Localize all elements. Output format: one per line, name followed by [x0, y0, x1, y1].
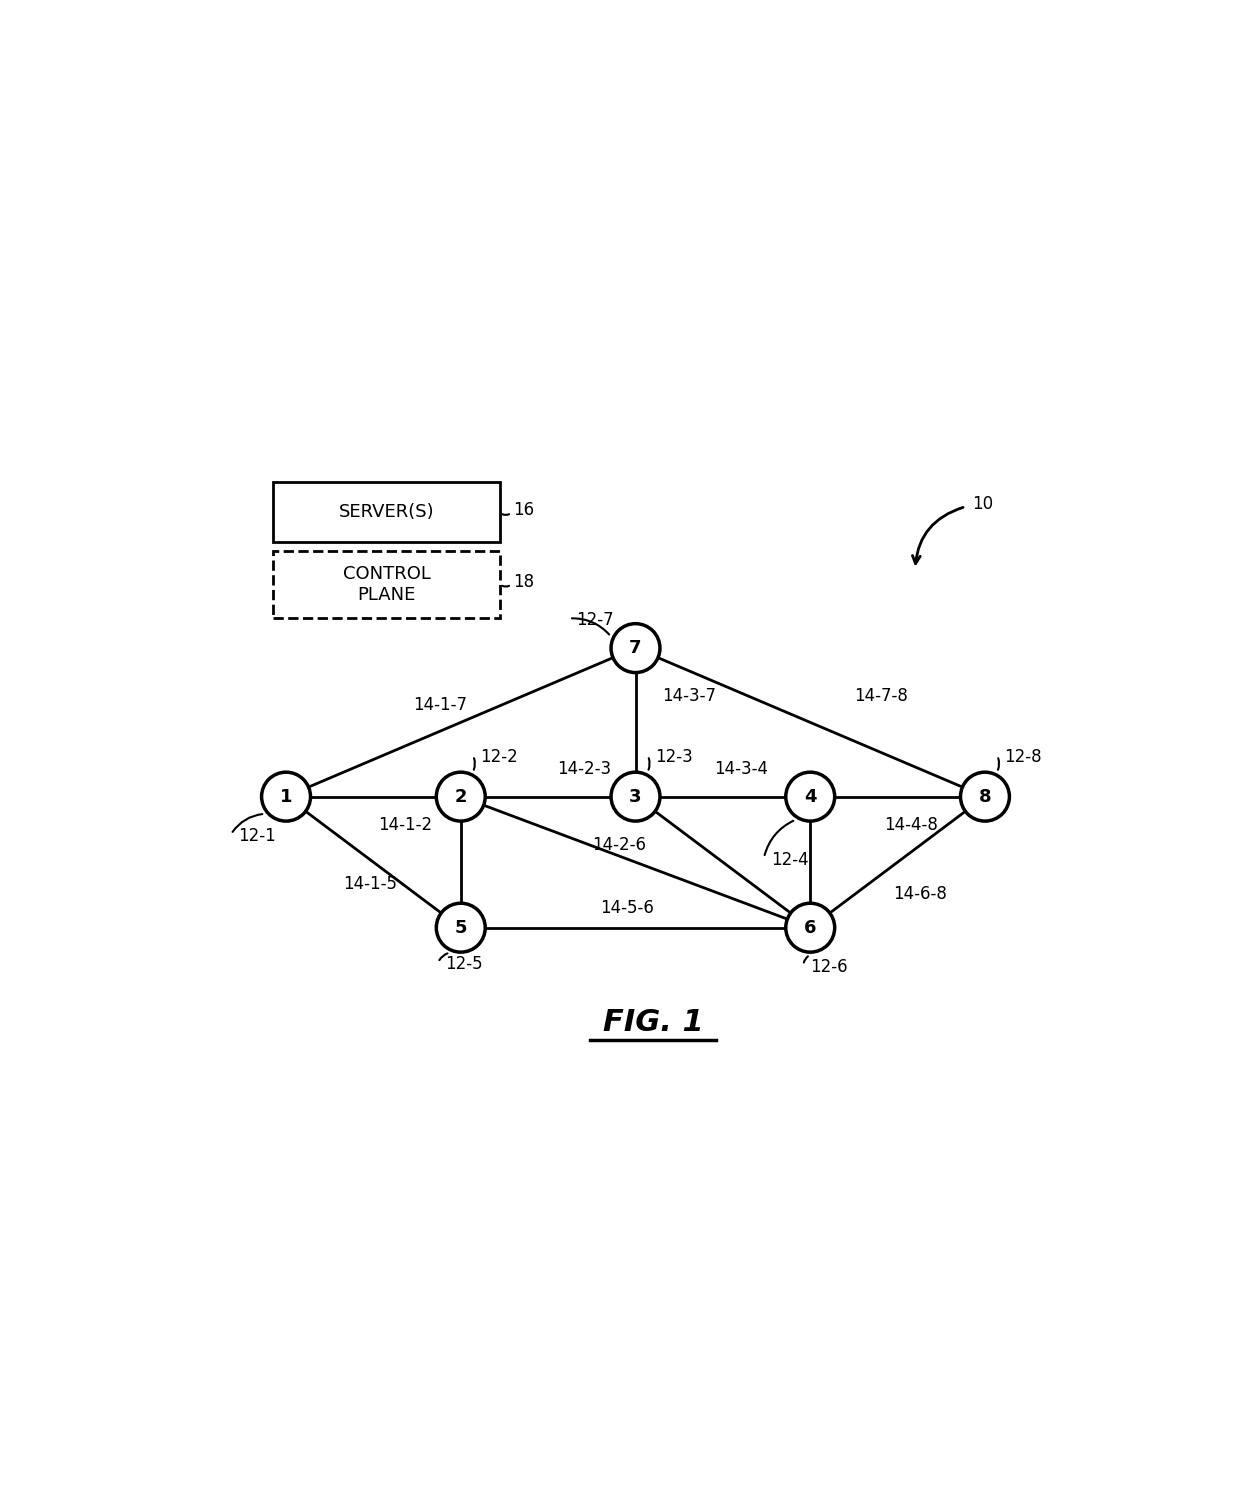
Text: 14-1-2: 14-1-2	[378, 816, 432, 833]
Text: 12-8: 12-8	[1004, 748, 1042, 766]
Text: 1: 1	[280, 787, 293, 805]
Text: 14-1-5: 14-1-5	[342, 875, 397, 893]
Text: SERVER(S): SERVER(S)	[339, 502, 434, 520]
Text: 8: 8	[978, 787, 991, 805]
Text: 3: 3	[629, 787, 642, 805]
Circle shape	[436, 904, 485, 953]
Circle shape	[961, 772, 1009, 822]
Text: 14-5-6: 14-5-6	[600, 899, 655, 917]
Text: 16: 16	[513, 501, 534, 519]
Text: 4: 4	[804, 787, 816, 805]
Text: 18: 18	[513, 573, 534, 590]
Text: 14-1-7: 14-1-7	[413, 696, 466, 714]
Text: 10: 10	[972, 495, 993, 513]
Text: 14-7-8: 14-7-8	[854, 687, 908, 705]
Text: 14-3-7: 14-3-7	[662, 687, 715, 705]
Text: 14-6-8: 14-6-8	[893, 886, 947, 904]
Text: 6: 6	[804, 918, 816, 936]
Text: 14-3-4: 14-3-4	[714, 760, 768, 778]
Circle shape	[786, 904, 835, 953]
FancyBboxPatch shape	[273, 552, 500, 617]
Circle shape	[611, 623, 660, 672]
Text: 12-2: 12-2	[480, 748, 518, 766]
FancyBboxPatch shape	[273, 482, 500, 541]
Text: 7: 7	[629, 640, 642, 658]
Circle shape	[436, 772, 485, 822]
Text: 5: 5	[455, 918, 467, 936]
Text: 12-7: 12-7	[577, 611, 614, 629]
Text: 14-2-3: 14-2-3	[557, 760, 611, 778]
Text: 12-6: 12-6	[810, 959, 848, 977]
Text: 12-5: 12-5	[445, 956, 482, 974]
Text: 2: 2	[455, 787, 467, 805]
Text: CONTROL
PLANE: CONTROL PLANE	[342, 565, 430, 604]
Text: 14-2-6: 14-2-6	[591, 835, 646, 854]
Circle shape	[262, 772, 310, 822]
Text: 12-1: 12-1	[238, 828, 275, 845]
Circle shape	[786, 772, 835, 822]
Text: 12-3: 12-3	[655, 748, 692, 766]
Text: 14-4-8: 14-4-8	[884, 816, 939, 833]
Text: 12-4: 12-4	[771, 850, 808, 869]
Text: FIG. 1: FIG. 1	[603, 1008, 703, 1036]
Circle shape	[611, 772, 660, 822]
